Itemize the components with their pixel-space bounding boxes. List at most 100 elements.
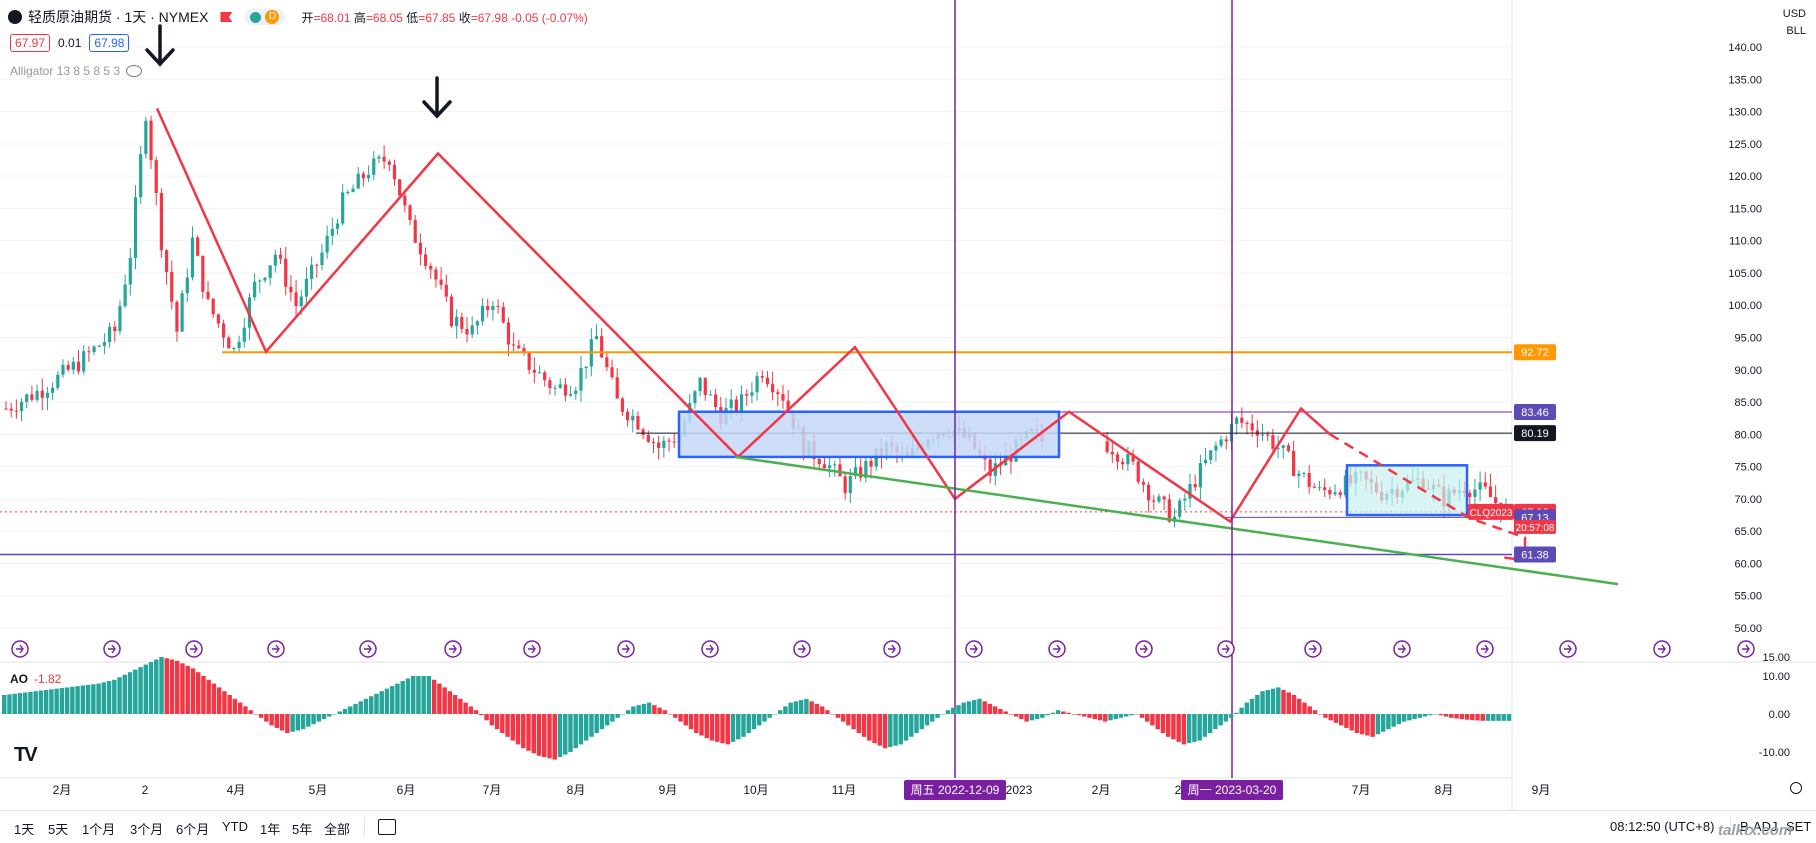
range-5y[interactable]: 5年 xyxy=(292,822,313,837)
candle-body xyxy=(413,220,417,243)
price-tick-label: 115.00 xyxy=(1729,203,1762,215)
axis-settings-icon[interactable] xyxy=(1790,782,1802,794)
price-tick-label: 125.00 xyxy=(1728,139,1762,151)
candle-body xyxy=(1235,417,1239,424)
range-6m[interactable]: 6个月 xyxy=(176,822,210,837)
candle-body xyxy=(532,369,536,373)
calendar-icon[interactable] xyxy=(378,819,396,835)
price-tick-label: 55.00 xyxy=(1734,591,1762,603)
ao-bar xyxy=(1491,714,1496,721)
ao-bar xyxy=(704,714,710,739)
candle-body xyxy=(1286,445,1291,451)
range-5d[interactable]: 5天 xyxy=(48,822,69,837)
ao-bar xyxy=(59,688,65,714)
ao-bar xyxy=(1312,710,1318,714)
ao-bar xyxy=(500,714,505,733)
ao-bar xyxy=(945,710,951,714)
currency-unit[interactable]: USD BLL xyxy=(1783,6,1806,40)
ao-bar xyxy=(169,659,175,714)
ao-bar xyxy=(1370,714,1375,737)
ao-bar xyxy=(1040,714,1045,718)
ao-bar xyxy=(715,714,720,742)
ao-bar xyxy=(798,700,804,714)
ao-bar xyxy=(930,714,935,722)
ao-bar xyxy=(919,714,924,730)
ao-indicator-label[interactable]: AO -1.82 xyxy=(10,672,62,686)
unit-label[interactable]: BLL xyxy=(1786,25,1806,37)
range-1m[interactable]: 1个月 xyxy=(82,822,116,837)
ao-bar xyxy=(248,710,253,714)
candle-body xyxy=(278,254,283,259)
ao-bar xyxy=(374,693,379,714)
ao-bar xyxy=(2,695,7,714)
svg-text:83.46: 83.46 xyxy=(1521,407,1549,419)
ao-bar xyxy=(80,685,86,714)
ao-bar xyxy=(1480,714,1485,721)
candle-body xyxy=(1240,417,1244,423)
range-3m[interactable]: 3个月 xyxy=(130,822,164,837)
ao-bar xyxy=(804,698,809,714)
ao-tick-label: 0.00 xyxy=(1769,709,1790,721)
ao-bar xyxy=(1124,714,1129,717)
ao-bar xyxy=(175,660,180,714)
ao-bar xyxy=(914,714,919,733)
candle-body xyxy=(170,271,174,302)
ao-bar xyxy=(38,690,44,714)
event-icon xyxy=(444,640,462,658)
ao-bar xyxy=(327,714,332,717)
ao-bar xyxy=(1428,714,1433,716)
ao-bar xyxy=(1412,714,1417,720)
spread: 0.01 xyxy=(58,36,82,50)
svg-text:20:57:08: 20:57:08 xyxy=(1516,523,1555,534)
range-1y[interactable]: 1年 xyxy=(260,822,281,837)
ao-bar xyxy=(211,683,217,714)
time-tick-label: 7月 xyxy=(483,783,502,797)
market-status-pill[interactable]: D xyxy=(244,9,286,25)
svg-text:周一 2023-03-20: 周一 2023-03-20 xyxy=(1188,783,1277,797)
candle-body xyxy=(1488,486,1493,498)
svg-text:周五 2022-12-09: 周五 2022-12-09 xyxy=(911,783,1000,797)
ao-bar xyxy=(164,658,169,714)
ao-bar xyxy=(253,714,259,715)
ao-bar xyxy=(736,714,741,740)
range-ytd[interactable]: YTD xyxy=(222,819,248,834)
ao-bar xyxy=(1087,714,1092,718)
candle-body xyxy=(341,192,345,224)
candle-body xyxy=(600,336,604,358)
price-axis-label: 92.72 xyxy=(1514,344,1556,361)
ao-bar xyxy=(746,714,751,733)
currency-label[interactable]: USD xyxy=(1782,8,1806,20)
ao-bar xyxy=(688,714,694,730)
ao-bar xyxy=(1013,714,1019,717)
candle-body xyxy=(76,361,81,372)
flag-icon[interactable] xyxy=(220,12,233,22)
bid-price[interactable]: 67.97 xyxy=(10,34,51,52)
indicator-alligator[interactable]: Alligator 13 8 5 8 5 3 xyxy=(10,64,143,78)
symbol-title[interactable]: 轻质原油期货 · 1天 · NYMEX xyxy=(28,9,209,25)
event-icon xyxy=(11,640,29,658)
watermark: talktx.com xyxy=(1718,822,1793,839)
range-1d[interactable]: 1天 xyxy=(14,822,35,837)
ao-bar xyxy=(274,714,280,728)
clock-readout[interactable]: 08:12:50 (UTC+8) xyxy=(1610,819,1715,834)
candle-body xyxy=(662,440,666,449)
range-all[interactable]: 全部 xyxy=(324,822,351,837)
ao-bar xyxy=(1050,712,1056,714)
ao-bar xyxy=(463,702,468,714)
adj-toggle[interactable]: B-ADJ xyxy=(1740,819,1778,834)
ao-bar xyxy=(1092,714,1097,720)
candle-body xyxy=(423,254,428,266)
ao-bar xyxy=(935,714,940,718)
candle-body xyxy=(139,154,143,198)
ask-price[interactable]: 67.98 xyxy=(89,34,130,52)
bottom-toolbar: 1天 5天 1个月 3个月 6个月 YTD 1年 5年 全部 08:12:50 … xyxy=(0,810,1816,843)
ao-bar xyxy=(363,698,369,714)
session-toggle[interactable]: SET xyxy=(1786,819,1812,834)
ao-bar xyxy=(888,714,893,747)
ao-bar xyxy=(940,714,945,715)
tradingview-logo-icon[interactable]: TV xyxy=(14,744,38,766)
ao-bar xyxy=(416,676,421,714)
eye-hidden-icon[interactable] xyxy=(126,65,143,77)
ao-bar xyxy=(1265,689,1271,714)
